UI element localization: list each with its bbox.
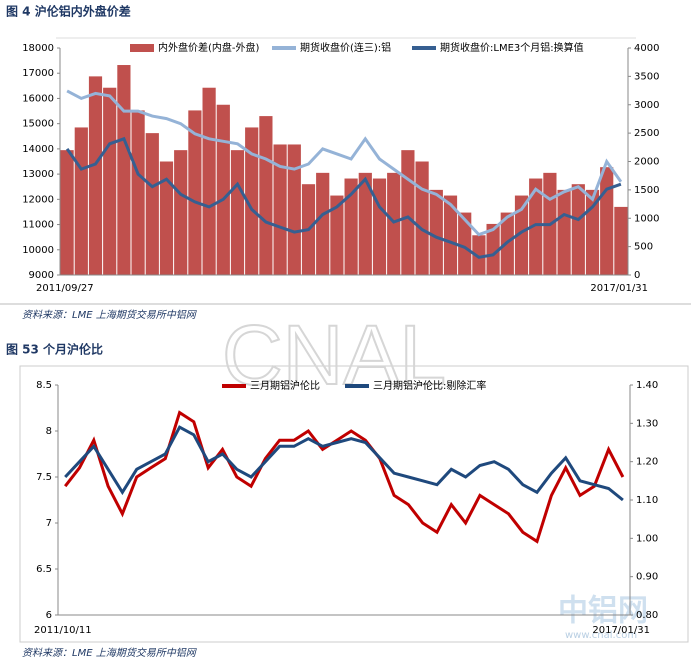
bar [330, 195, 344, 275]
x-tick-label: 2011/10/11 [34, 625, 92, 636]
y2-tick-label: 0.90 [636, 572, 658, 583]
line [65, 136, 622, 259]
line [64, 410, 625, 544]
bar [188, 110, 202, 275]
y2-tick-label: 1000 [634, 213, 659, 224]
bar [259, 116, 273, 275]
bar [74, 127, 88, 275]
legend-swatch [130, 44, 154, 52]
watermark-logo: 中铝网 [558, 594, 648, 629]
bar [287, 144, 301, 275]
y2-tick-label: 500 [634, 242, 653, 253]
bar [145, 133, 159, 275]
bar [557, 189, 571, 275]
bar [415, 161, 429, 275]
y2-tick-label: 3500 [634, 71, 659, 82]
bar [117, 65, 131, 276]
bar [458, 212, 472, 275]
bar [401, 150, 415, 275]
y2-tick-label: 1.30 [636, 418, 658, 429]
bar [472, 235, 486, 275]
y2-tick-label: 3000 [634, 100, 659, 111]
x-tick-label: 2017/01/31 [592, 625, 650, 636]
bar [387, 172, 401, 275]
bar [103, 87, 117, 275]
bar [614, 206, 628, 275]
figure-title: 图 4 沪伦铝内外盘价差 [6, 4, 131, 19]
legend-label: 三月期铝沪伦比 [250, 379, 320, 392]
y-tick-label: 6 [46, 610, 52, 621]
y2-tick-label: 0.80 [636, 610, 658, 621]
y2-tick-label: 0 [634, 270, 640, 281]
bar [60, 150, 74, 275]
bar [88, 76, 103, 275]
bar [174, 150, 188, 275]
frame [19, 365, 689, 643]
y2-tick-label: 2500 [634, 128, 659, 139]
y-tick-label: 9000 [29, 270, 54, 281]
y2-tick-label: 1500 [634, 185, 659, 196]
y2-tick-label: 1.40 [636, 380, 658, 391]
y2-tick-label: 1.10 [636, 495, 658, 506]
y-tick-label: 8 [46, 426, 52, 437]
y-tick-label: 7 [46, 518, 52, 529]
y-tick-label: 14000 [22, 144, 54, 155]
bar [429, 189, 443, 275]
bar [529, 178, 543, 275]
watermark: CNAL [222, 308, 446, 402]
y-tick-label: 7.5 [36, 472, 52, 483]
line [66, 89, 623, 237]
bar [514, 195, 529, 275]
figure-title: 图 53 个月沪伦比 [6, 342, 103, 357]
y-tick-label: 6.5 [36, 564, 52, 575]
bar [216, 104, 230, 275]
y2-tick-label: 4000 [634, 43, 659, 54]
x-tick-label: 2011/09/27 [36, 283, 94, 294]
legend-label: 三月期铝沪伦比:剔除汇率 [373, 379, 486, 392]
legend-label: 内外盘价差(内盘-外盘) [158, 41, 260, 54]
x-tick-label: 2017/01/31 [590, 283, 648, 294]
legend-label: 期货收盘价(连三):铝 [300, 41, 391, 54]
y2-tick-label: 1.20 [636, 457, 658, 468]
y-tick-label: 18000 [22, 43, 54, 54]
line [64, 425, 624, 502]
y2-tick-label: 1.00 [636, 533, 658, 544]
bar [600, 167, 614, 275]
y-tick-label: 12000 [22, 194, 54, 205]
bar [443, 195, 458, 275]
y-tick-label: 16000 [22, 93, 54, 104]
bar [571, 184, 585, 275]
bar [159, 161, 174, 275]
watermark-url: www.cnal.com [565, 630, 637, 641]
bar [358, 172, 372, 275]
y-tick-label: 13000 [22, 169, 54, 180]
bar [486, 223, 500, 275]
y-tick-label: 15000 [22, 119, 54, 130]
y-tick-label: 8.5 [36, 380, 52, 391]
bar [202, 87, 216, 275]
y-tick-label: 17000 [22, 68, 54, 79]
bar [316, 172, 330, 275]
source-note: 资料来源：LME 上海期货交易所中铝网 [22, 647, 198, 659]
bar [344, 178, 358, 275]
y-tick-label: 10000 [22, 245, 54, 256]
bar [245, 127, 259, 275]
bar [131, 110, 145, 275]
source-note: 资料来源：LME 上海期货交易所中铝网 [22, 309, 198, 321]
bar [372, 178, 387, 275]
bar [273, 144, 287, 275]
y2-tick-label: 2000 [634, 157, 659, 168]
bar [230, 150, 245, 275]
legend-label: 期货收盘价:LME3个月铝:换算值 [440, 41, 584, 54]
y-tick-label: 11000 [22, 220, 54, 231]
